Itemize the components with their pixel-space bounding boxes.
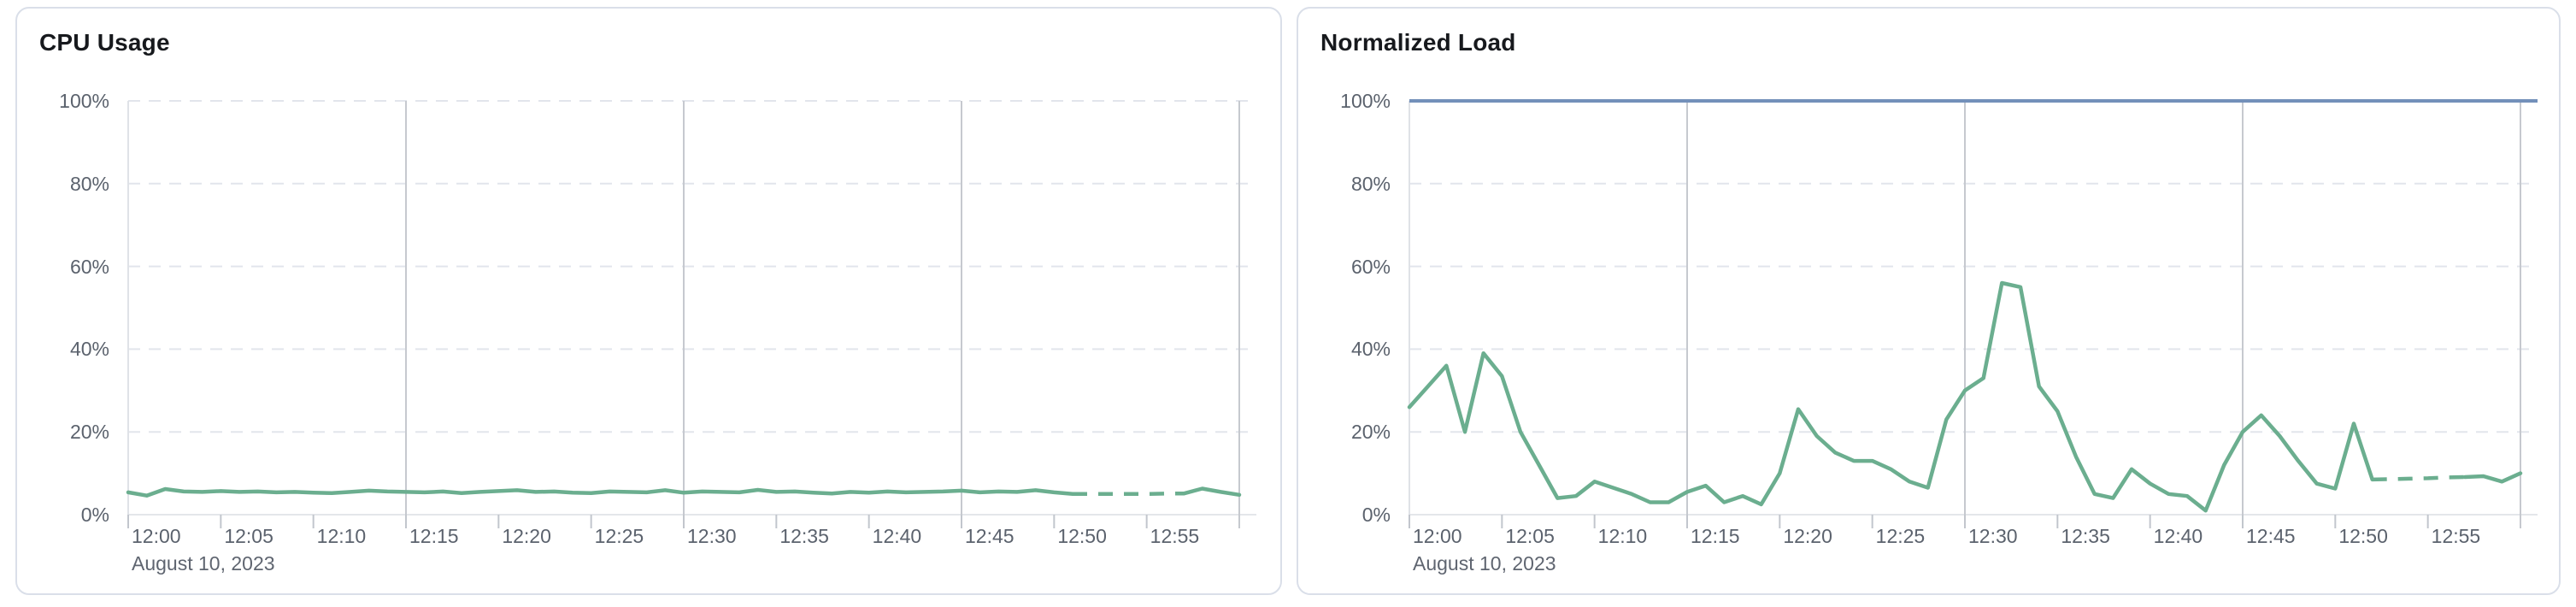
x-axis-label: 12:55 — [1150, 525, 1200, 547]
x-axis-label: 12:05 — [1505, 525, 1555, 547]
x-axis-label: 12:00 — [132, 525, 181, 547]
series-line-solid — [1407, 280, 2374, 513]
series-line-dashed-gap — [1073, 492, 1184, 497]
x-axis-label: 12:20 — [1783, 525, 1832, 547]
x-axis-label: 12:00 — [1413, 525, 1462, 547]
y-axis-label: 20% — [1350, 421, 1391, 444]
y-axis-label: 0% — [80, 504, 109, 526]
cpu-usage-panel: CPU Usage 100% 80% 60% 40% 20% 0% 12:00 12:05 12… — [15, 7, 1282, 595]
x-axis-label: 12:25 — [594, 525, 644, 547]
x-axis-label: 12:50 — [2338, 525, 2388, 547]
x-axis-label: 12:40 — [2153, 525, 2203, 547]
x-axis-label: 12:55 — [2431, 525, 2481, 547]
x-axis-label: 12:25 — [1875, 525, 1926, 547]
chart-canvas — [126, 100, 1256, 528]
x-axis-label: 12:05 — [224, 525, 273, 547]
x-axis-label: 12:15 — [409, 525, 459, 547]
normalized-load-chart-plot[interactable]: 100% 80% 60% 40% 20% 0% 12:00 12:05 12:10 12:15 12… — [1298, 9, 2559, 593]
y-axis-label: 100% — [1340, 90, 1391, 112]
y-axis-label: 100% — [59, 90, 109, 112]
y-axis-label: 60% — [69, 255, 109, 278]
cpu-usage-chart-plot[interactable]: 100% 80% 60% 40% 20% 0% 12:00 12:05 12:10 12:15 12… — [17, 9, 1280, 593]
y-axis-label: 0% — [1362, 504, 1391, 526]
series-line-solid — [126, 486, 1075, 498]
x-axis-label: 12:10 — [1597, 525, 1648, 547]
x-axis-label: 12:35 — [779, 525, 829, 547]
series-line-solid — [1181, 486, 1242, 498]
x-axis-label: 12:50 — [1057, 525, 1107, 547]
chart-canvas — [1407, 99, 2538, 528]
x-axis-label: 12:30 — [1968, 525, 2018, 547]
series-line-dashed-gap — [2372, 474, 2466, 482]
chart-title: CPU Usage — [39, 29, 170, 56]
y-axis-label: 40% — [1350, 338, 1391, 361]
x-axis-label: 12:45 — [2246, 525, 2296, 547]
y-axis-label: 80% — [69, 172, 109, 195]
x-axis-label: 12:45 — [965, 525, 1015, 547]
x-axis-label: 12:15 — [1691, 525, 1740, 547]
x-axis-date-label: August 10, 2023 — [1413, 552, 1556, 575]
x-axis-label: 12:10 — [316, 525, 367, 547]
x-axis-label: 12:20 — [502, 525, 551, 547]
x-axis-date-label: August 10, 2023 — [132, 552, 275, 575]
chart-title: Normalized Load — [1320, 29, 1516, 56]
y-axis-label: 60% — [1350, 255, 1391, 278]
x-axis-label: 12:35 — [2061, 525, 2110, 547]
y-axis-label: 40% — [69, 338, 109, 361]
series-line-solid — [2462, 471, 2523, 484]
normalized-load-panel: Normalized Load 100% 80% 60% 40% 20% 0% 12:00 1… — [1297, 7, 2561, 595]
y-axis-label: 80% — [1350, 172, 1391, 195]
y-axis-label: 20% — [69, 421, 109, 444]
x-axis-label: 12:40 — [872, 525, 922, 547]
x-axis-label: 12:30 — [687, 525, 737, 547]
